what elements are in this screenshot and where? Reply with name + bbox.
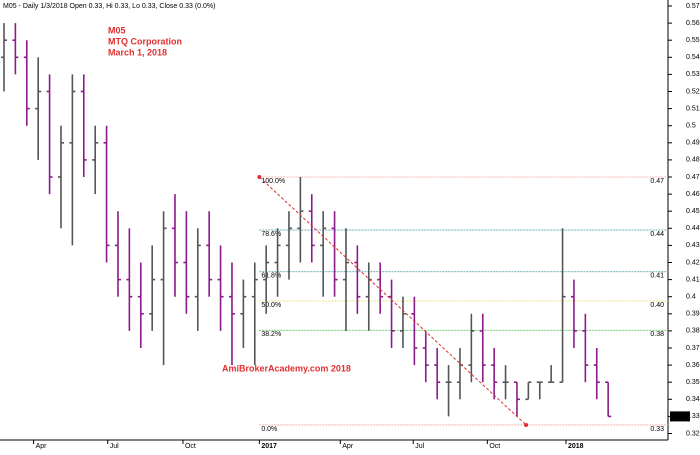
fib-label: 38.2% xyxy=(261,331,281,338)
annotation: MTQ Corporation xyxy=(108,36,182,46)
y-tick-label: 0.54 xyxy=(686,54,700,61)
x-tick-label: Jul xyxy=(110,443,119,450)
fib-label: 61.8% xyxy=(261,273,281,280)
trendline xyxy=(258,176,527,426)
x-tick-label: Oct xyxy=(489,443,500,450)
y-tick-label: 0.56 xyxy=(686,20,700,27)
y-tick-label: 0.33 xyxy=(686,413,700,420)
x-tick-label: Oct xyxy=(185,443,196,450)
fib-value-label: 0.40 xyxy=(650,302,664,309)
fib-value-label: 0.41 xyxy=(650,273,664,280)
y-tick-label: 0.55 xyxy=(686,37,700,44)
fib-label: 0.0% xyxy=(261,426,277,433)
y-tick-label: 0.45 xyxy=(686,208,700,215)
y-tick-label: 0.49 xyxy=(686,140,700,147)
annotation: M05 xyxy=(108,25,126,35)
trendline-point xyxy=(524,422,529,427)
last-price-label: 0.33 xyxy=(674,413,688,420)
y-tick-label: 0.35 xyxy=(686,379,700,386)
fib-value-label: 0.44 xyxy=(650,231,664,238)
y-tick-label: 0.43 xyxy=(686,242,700,249)
fib-label: 78.6% xyxy=(261,231,281,238)
y-tick-label: 0.41 xyxy=(686,276,700,283)
x-tick-label: Apr xyxy=(36,443,48,450)
y-tick-label: 0.39 xyxy=(686,311,700,318)
y-tick-label: 0.53 xyxy=(686,71,700,78)
fib-label: 50.0% xyxy=(261,302,281,309)
y-tick-label: 0.4 xyxy=(686,294,696,301)
fib-value-label: 0.33 xyxy=(650,426,664,433)
trendline-point xyxy=(257,175,262,179)
y-tick-label: 0.57 xyxy=(686,3,700,10)
fib-label: 100.0% xyxy=(261,178,285,185)
header: M05 - Daily 1/3/2018 Open 0.33, Hi 0.33,… xyxy=(3,3,215,10)
fib-value-label: 0.38 xyxy=(650,331,664,338)
y-tick-label: 0.51 xyxy=(686,105,700,112)
y-tick-label: 0.52 xyxy=(686,88,700,95)
x-tick-label: 2017 xyxy=(261,443,277,450)
x-tick-label: Jul xyxy=(415,443,424,450)
y-tick-label: 0.37 xyxy=(686,345,700,352)
y-tick-label: 0.38 xyxy=(686,328,700,335)
fib-value-label: 0.47 xyxy=(650,178,664,185)
annotation: March 1, 2018 xyxy=(108,47,167,57)
y-tick-label: 0.44 xyxy=(686,225,700,232)
y-tick-label: 0.32 xyxy=(686,430,700,437)
x-tick-label: Apr xyxy=(342,443,354,450)
y-tick-label: 0.36 xyxy=(686,362,700,369)
y-tick-label: 0.34 xyxy=(686,396,700,403)
watermark: AmiBrokerAcademy.com 2018 xyxy=(222,363,351,373)
y-tick-label: 0.42 xyxy=(686,259,700,266)
x-tick-label: 2018 xyxy=(568,443,584,450)
y-tick-label: 0.48 xyxy=(686,157,700,164)
last-price-box xyxy=(670,411,690,422)
y-tick-label: 0.46 xyxy=(686,191,700,198)
y-tick-label: 0.5 xyxy=(686,123,696,130)
y-tick-label: 0.47 xyxy=(686,174,700,181)
